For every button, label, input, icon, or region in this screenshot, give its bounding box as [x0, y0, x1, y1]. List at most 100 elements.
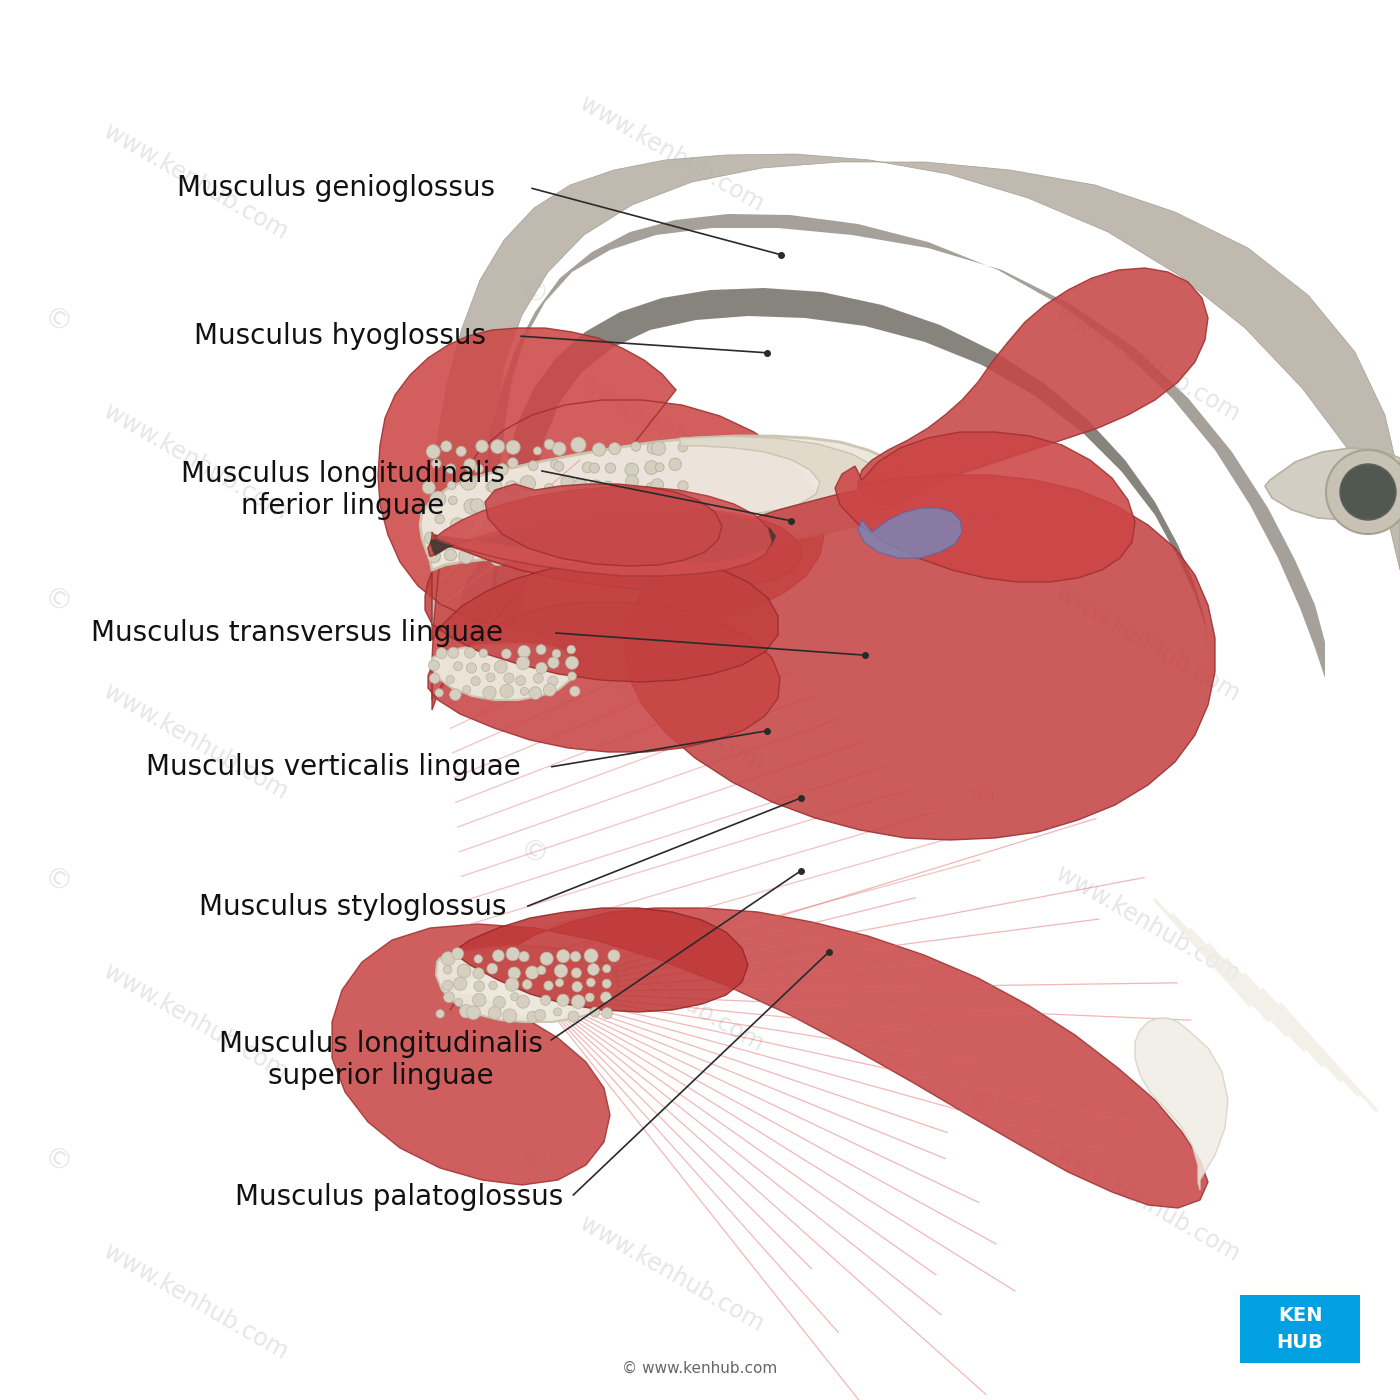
- Circle shape: [444, 966, 452, 974]
- Circle shape: [428, 659, 440, 671]
- Circle shape: [669, 458, 682, 470]
- Circle shape: [517, 657, 529, 669]
- Polygon shape: [858, 267, 1208, 510]
- Circle shape: [437, 648, 447, 658]
- Text: ©: ©: [960, 1086, 1000, 1126]
- Circle shape: [570, 686, 580, 696]
- Text: ©: ©: [512, 554, 552, 594]
- Circle shape: [1340, 463, 1396, 519]
- Circle shape: [441, 441, 452, 452]
- Polygon shape: [858, 508, 962, 559]
- Circle shape: [515, 676, 525, 686]
- Polygon shape: [461, 214, 1324, 678]
- Circle shape: [629, 533, 638, 543]
- Circle shape: [596, 498, 609, 511]
- Circle shape: [489, 1007, 501, 1019]
- Polygon shape: [1135, 1018, 1228, 1190]
- Text: ©: ©: [36, 862, 76, 902]
- Circle shape: [603, 482, 613, 490]
- Text: Musculus palatoglossus: Musculus palatoglossus: [235, 1183, 563, 1211]
- Text: ©: ©: [36, 1142, 76, 1182]
- Circle shape: [475, 465, 483, 473]
- Circle shape: [651, 441, 665, 455]
- Circle shape: [470, 676, 480, 686]
- Circle shape: [493, 997, 505, 1008]
- Circle shape: [552, 650, 560, 658]
- Circle shape: [445, 549, 456, 561]
- Circle shape: [475, 955, 483, 963]
- Text: Musculus transversus linguae: Musculus transversus linguae: [91, 619, 503, 647]
- Circle shape: [536, 644, 546, 655]
- Circle shape: [657, 535, 665, 543]
- Circle shape: [545, 483, 554, 494]
- Circle shape: [449, 689, 461, 700]
- Circle shape: [589, 1007, 601, 1018]
- Circle shape: [543, 683, 556, 696]
- Circle shape: [601, 991, 612, 1002]
- Circle shape: [489, 529, 501, 542]
- Polygon shape: [378, 328, 825, 700]
- Circle shape: [455, 998, 463, 1007]
- Text: www.kenhub.com: www.kenhub.com: [575, 91, 769, 217]
- Circle shape: [609, 442, 620, 455]
- Circle shape: [630, 517, 643, 531]
- Text: www.kenhub.com: www.kenhub.com: [99, 959, 293, 1085]
- Circle shape: [487, 963, 497, 974]
- Circle shape: [550, 459, 560, 469]
- Circle shape: [441, 952, 455, 966]
- Circle shape: [631, 442, 641, 451]
- Circle shape: [526, 1011, 538, 1022]
- Polygon shape: [430, 154, 1400, 659]
- Circle shape: [566, 657, 578, 669]
- Text: www.kenhub.com: www.kenhub.com: [1051, 301, 1245, 427]
- Circle shape: [494, 661, 507, 673]
- Circle shape: [489, 479, 503, 493]
- Text: www.kenhub.com: www.kenhub.com: [1051, 861, 1245, 987]
- Circle shape: [650, 554, 665, 568]
- Circle shape: [568, 1011, 580, 1022]
- Circle shape: [1326, 449, 1400, 533]
- Text: www.kenhub.com: www.kenhub.com: [99, 399, 293, 525]
- Circle shape: [605, 463, 616, 473]
- Circle shape: [461, 475, 476, 490]
- Circle shape: [634, 515, 647, 528]
- Polygon shape: [435, 946, 617, 1022]
- Circle shape: [564, 531, 578, 545]
- Polygon shape: [426, 559, 778, 682]
- Polygon shape: [834, 433, 1135, 582]
- Circle shape: [482, 664, 490, 672]
- Circle shape: [431, 459, 441, 468]
- Circle shape: [585, 993, 594, 1002]
- Circle shape: [533, 673, 543, 683]
- Circle shape: [479, 648, 487, 658]
- Circle shape: [423, 482, 435, 494]
- Polygon shape: [650, 435, 897, 542]
- Circle shape: [571, 995, 585, 1008]
- Text: Musculus longitudinalis
nferior linguae: Musculus longitudinalis nferior linguae: [181, 459, 505, 521]
- Circle shape: [571, 437, 587, 452]
- Circle shape: [678, 480, 689, 491]
- Circle shape: [515, 538, 526, 549]
- Circle shape: [658, 497, 673, 512]
- Text: KEN: KEN: [1278, 1306, 1322, 1324]
- Circle shape: [507, 948, 519, 960]
- Text: HUB: HUB: [1277, 1333, 1323, 1352]
- Circle shape: [556, 979, 564, 987]
- Circle shape: [447, 675, 454, 683]
- Circle shape: [508, 458, 518, 468]
- Circle shape: [435, 514, 444, 524]
- Circle shape: [456, 447, 466, 456]
- Polygon shape: [433, 644, 575, 700]
- Circle shape: [580, 532, 588, 540]
- Text: ©: ©: [960, 778, 1000, 818]
- Circle shape: [456, 965, 470, 977]
- Circle shape: [605, 510, 620, 525]
- Circle shape: [504, 673, 514, 683]
- Circle shape: [497, 463, 508, 476]
- Circle shape: [589, 480, 602, 493]
- Circle shape: [507, 440, 521, 455]
- Circle shape: [507, 518, 518, 531]
- Circle shape: [564, 553, 577, 564]
- Polygon shape: [1266, 448, 1400, 519]
- Circle shape: [435, 689, 444, 697]
